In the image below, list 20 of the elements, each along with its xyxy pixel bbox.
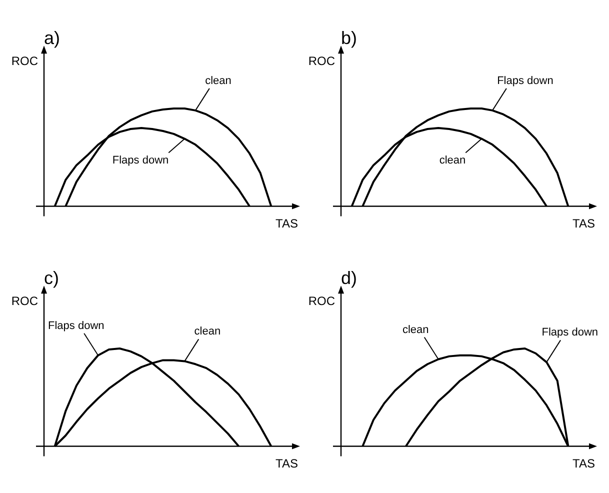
x-axis-title: TAS bbox=[276, 456, 298, 471]
series-label: Flaps down bbox=[542, 326, 598, 339]
chart-title: b) bbox=[341, 28, 358, 48]
legend-label: Flaps down bbox=[112, 154, 169, 166]
y-axis-title: ROC bbox=[11, 54, 38, 68]
y-axis-title: ROC bbox=[308, 294, 336, 308]
series-label: Flaps down bbox=[48, 320, 104, 332]
y-axis-title: ROC bbox=[11, 294, 38, 308]
chart-title: d) bbox=[341, 268, 358, 288]
text: Flaps down bbox=[497, 74, 554, 87]
x-axis-title: TAS bbox=[572, 456, 595, 471]
chart-title: a) bbox=[44, 28, 60, 48]
x-axis-title: TAS bbox=[572, 216, 595, 231]
y-axis-title: ROC bbox=[308, 54, 336, 68]
text: clean bbox=[205, 74, 232, 87]
x-axis-title: TAS bbox=[276, 216, 298, 231]
legend-label: clean bbox=[439, 154, 466, 166]
text: clean bbox=[194, 326, 221, 338]
chart-title: c) bbox=[44, 268, 59, 288]
text: clean bbox=[402, 324, 429, 336]
